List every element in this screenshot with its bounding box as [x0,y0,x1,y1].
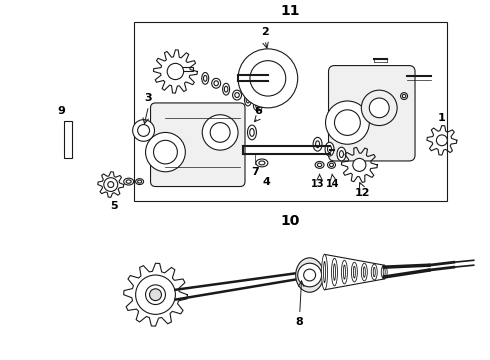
Ellipse shape [245,94,251,106]
Ellipse shape [212,78,220,88]
Ellipse shape [342,260,347,284]
Bar [134,22,447,201]
Ellipse shape [351,262,357,282]
Ellipse shape [247,125,256,140]
Circle shape [167,63,184,80]
Ellipse shape [323,261,325,283]
Ellipse shape [233,90,242,100]
Ellipse shape [402,94,406,98]
Ellipse shape [327,161,336,168]
Ellipse shape [329,163,334,167]
Ellipse shape [203,75,207,81]
Ellipse shape [224,86,228,92]
Ellipse shape [246,97,250,103]
Circle shape [304,269,316,281]
Ellipse shape [353,266,355,278]
Ellipse shape [126,180,131,183]
Circle shape [136,275,175,314]
Circle shape [133,120,154,141]
Circle shape [202,115,238,150]
Ellipse shape [340,150,343,158]
Ellipse shape [332,258,338,286]
Text: 1: 1 [438,113,446,123]
Circle shape [146,285,166,305]
Ellipse shape [361,263,368,281]
Ellipse shape [371,264,377,280]
Circle shape [369,98,389,118]
Circle shape [210,123,230,142]
Text: 12: 12 [355,189,370,198]
Text: 11: 11 [280,4,300,18]
Ellipse shape [401,93,408,99]
Ellipse shape [315,161,324,168]
Circle shape [238,49,298,108]
Ellipse shape [321,255,327,290]
Circle shape [108,181,114,188]
Ellipse shape [343,265,345,279]
Circle shape [361,90,397,126]
Circle shape [138,125,149,136]
Circle shape [104,178,118,192]
Ellipse shape [259,161,265,165]
Text: 14: 14 [326,179,339,189]
Ellipse shape [256,159,268,167]
Ellipse shape [295,258,323,292]
Ellipse shape [250,129,254,136]
Ellipse shape [316,141,319,148]
Text: 13: 13 [311,179,324,189]
Ellipse shape [235,93,239,98]
Text: 6: 6 [254,106,262,116]
Ellipse shape [381,265,387,279]
Text: 4: 4 [263,177,271,187]
Ellipse shape [337,147,346,161]
Circle shape [250,60,286,96]
Text: 8: 8 [296,317,304,327]
Ellipse shape [222,83,230,95]
Text: 2: 2 [261,27,269,37]
Text: 7: 7 [251,167,259,177]
Circle shape [298,263,321,287]
Ellipse shape [202,72,209,84]
Ellipse shape [327,146,332,153]
Text: 5: 5 [110,201,118,211]
Bar [175,67,193,72]
Ellipse shape [318,163,322,167]
Circle shape [143,282,169,308]
FancyBboxPatch shape [150,103,245,186]
Bar [64,121,72,158]
Ellipse shape [383,268,385,276]
Ellipse shape [334,264,336,280]
Text: 3: 3 [145,93,152,103]
Circle shape [325,101,369,144]
Ellipse shape [138,180,142,183]
Text: 10: 10 [281,214,300,228]
Circle shape [153,140,177,164]
Ellipse shape [123,178,134,185]
Ellipse shape [363,267,366,278]
Text: 9: 9 [57,106,65,116]
Circle shape [437,135,447,146]
Ellipse shape [214,81,219,86]
Ellipse shape [253,101,263,111]
Circle shape [146,132,185,172]
Ellipse shape [313,138,322,151]
Circle shape [353,158,366,171]
Circle shape [106,180,116,189]
Ellipse shape [373,267,375,277]
FancyBboxPatch shape [328,66,415,161]
Circle shape [149,289,162,301]
Ellipse shape [256,103,260,108]
Ellipse shape [325,142,334,156]
Circle shape [335,110,360,135]
Ellipse shape [136,179,144,185]
